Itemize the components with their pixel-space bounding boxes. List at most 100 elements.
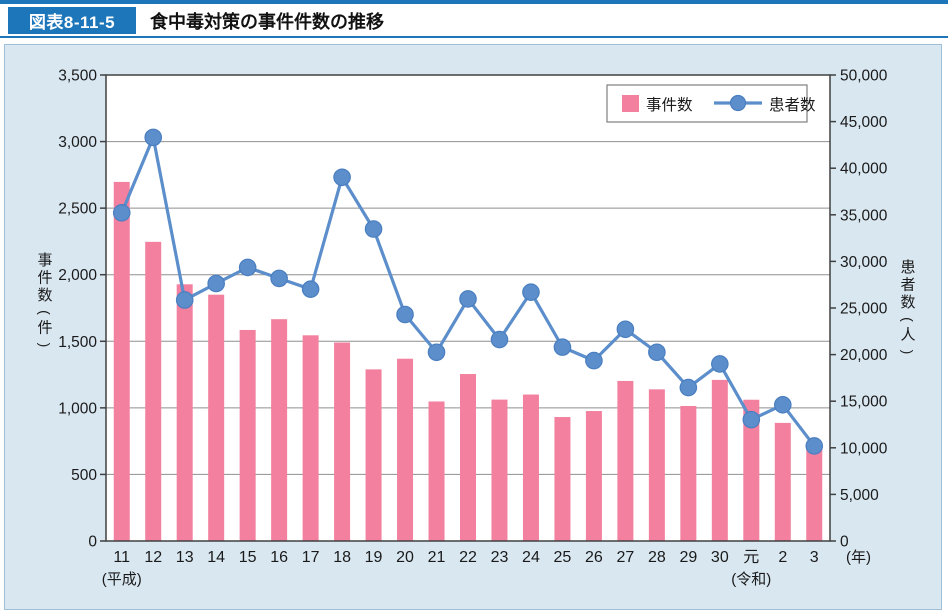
patients-point <box>553 338 572 356</box>
patients-point <box>648 343 666 362</box>
legend-bar-swatch <box>622 95 639 112</box>
incident-bar <box>554 417 571 541</box>
x-axis-year-label: 3 <box>810 549 819 566</box>
patients-point <box>773 396 792 414</box>
x-axis-year-label: 15 <box>239 549 257 566</box>
x-axis-year-label: 12 <box>144 549 162 566</box>
right-axis-tick-label: 10,000 <box>840 440 888 457</box>
x-axis-year-label: 21 <box>428 549 446 566</box>
left-axis-title: ) <box>37 343 53 348</box>
right-axis-tick-label: 35,000 <box>840 207 888 224</box>
left-axis-tick-label: 3,000 <box>58 134 97 151</box>
right-axis-title: 者 <box>900 277 915 294</box>
patients-point <box>616 320 635 339</box>
left-axis-tick-label: 1,500 <box>58 334 97 351</box>
right-axis-title: 患 <box>900 259 915 276</box>
patients-point <box>585 351 603 370</box>
x-axis-unit-label: (年) <box>846 549 871 566</box>
x-axis-year-label: 30 <box>711 549 729 566</box>
incident-bar <box>365 369 382 541</box>
patients-point <box>490 330 509 349</box>
patients-point <box>301 280 320 298</box>
left-axis-tick-label: 500 <box>71 467 97 484</box>
x-axis-year-label: 24 <box>522 549 540 566</box>
x-axis-year-label: 22 <box>459 549 477 566</box>
x-axis-year-label: 17 <box>302 549 320 566</box>
incident-bar <box>428 401 445 541</box>
incident-bar <box>113 181 130 542</box>
incident-bar <box>774 422 791 541</box>
left-axis-title: 件 <box>37 270 52 287</box>
patients-point <box>175 291 194 309</box>
incident-bar <box>397 358 414 541</box>
incident-bar <box>680 405 697 541</box>
incident-bar <box>334 342 351 541</box>
x-axis-year-label: 28 <box>648 549 666 566</box>
patients-point <box>522 283 540 301</box>
patients-point <box>238 258 257 277</box>
legend-label-incidents: 事件数 <box>646 96 693 114</box>
legend-label-patients: 患者数 <box>769 96 816 114</box>
left-axis-tick-label: 2,500 <box>58 201 97 218</box>
patients-point <box>270 269 288 288</box>
patients-point <box>742 410 761 429</box>
patients-point <box>144 128 163 147</box>
header-top-stripe <box>0 0 948 4</box>
right-axis-title: 人 <box>900 327 915 344</box>
incident-bar <box>208 294 225 541</box>
incident-bar <box>522 394 539 541</box>
right-axis-tick-label: 15,000 <box>840 394 888 411</box>
x-axis-year-label: 23 <box>491 549 509 566</box>
left-axis-title: ( <box>37 310 53 315</box>
patients-point <box>364 220 383 238</box>
x-axis-year-label: 元 <box>743 549 759 566</box>
left-axis-title: 事 <box>37 252 52 269</box>
x-axis-year-label: 16 <box>270 549 288 566</box>
x-axis-year-label: 27 <box>616 549 634 566</box>
x-axis-year-label: 2 <box>778 549 787 566</box>
left-axis-title: 件 <box>37 320 52 337</box>
patients-point <box>459 290 477 308</box>
patients-point <box>207 274 225 293</box>
incident-bar <box>491 399 508 541</box>
right-axis-tick-label: 50,000 <box>840 68 888 85</box>
era-label: (平成) <box>102 571 142 588</box>
incident-bar <box>460 374 476 541</box>
era-label: (令和) <box>731 571 771 588</box>
right-axis-tick-label: 40,000 <box>840 161 888 178</box>
incident-bar <box>302 335 319 541</box>
patients-point <box>805 437 824 455</box>
figure-number-badge: 図表8-11-5 <box>8 7 136 34</box>
right-axis-title: ( <box>900 317 916 322</box>
incident-bar <box>617 380 634 541</box>
x-axis-year-label: 18 <box>333 549 351 566</box>
right-axis-tick-label: 45,000 <box>840 114 888 131</box>
incident-bar <box>239 329 256 541</box>
patients-point <box>112 204 131 222</box>
header-divider <box>0 36 948 38</box>
patients-point <box>711 355 729 373</box>
incident-bar <box>585 411 602 541</box>
left-axis-tick-label: 1,000 <box>58 400 97 417</box>
x-axis-year-label: 19 <box>365 549 383 566</box>
incident-bar <box>145 241 162 541</box>
patients-point <box>679 378 698 397</box>
legend-point-swatch <box>729 94 747 112</box>
left-axis-tick-label: 3,500 <box>58 68 97 85</box>
left-axis-tick-label: 0 <box>88 534 97 551</box>
patients-point <box>333 168 351 187</box>
left-axis-title: 数 <box>37 287 52 304</box>
x-axis-year-label: 25 <box>554 549 572 566</box>
left-axis-tick-label: 2,000 <box>58 267 97 284</box>
incident-bar <box>271 319 288 541</box>
incident-bar <box>176 284 193 541</box>
incident-bar <box>743 399 760 541</box>
incident-bar <box>711 379 728 541</box>
x-axis-year-label: 11 <box>113 549 130 566</box>
right-axis-tick-label: 30,000 <box>840 254 888 271</box>
right-axis-tick-label: 20,000 <box>840 347 888 364</box>
right-axis-title: 数 <box>900 294 915 311</box>
patients-point <box>396 305 414 324</box>
x-axis-year-label: 14 <box>207 549 225 566</box>
